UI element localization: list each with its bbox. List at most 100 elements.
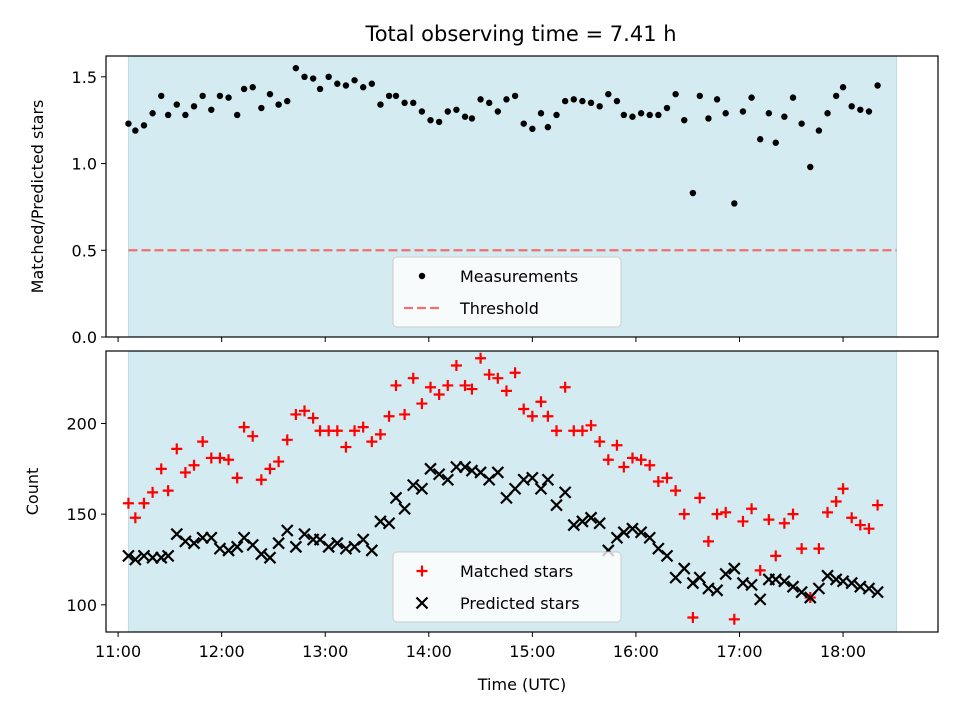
matched-star-point (238, 421, 250, 433)
measurement-point (587, 99, 595, 107)
measurement-point (561, 97, 569, 105)
measurement-point (646, 111, 653, 119)
measurement-point (781, 113, 788, 120)
measurement-point (696, 92, 703, 100)
matched-star-point (416, 398, 428, 410)
predicted-star-point (643, 531, 657, 545)
matched-star-point (830, 495, 842, 507)
predicted-star-point (558, 486, 572, 499)
matched-star-point (711, 508, 723, 520)
predicted-star-point (576, 515, 589, 528)
measurement-point (292, 64, 300, 72)
predicted-star-point (129, 553, 142, 566)
predicted-star-point (255, 547, 268, 561)
measurement-point (789, 94, 797, 101)
measurement-point (377, 101, 384, 108)
measurement-point (334, 80, 341, 87)
matched-star-point (357, 421, 369, 433)
matched-star-point (770, 550, 782, 562)
measurement-point (765, 110, 773, 117)
measurement-point (132, 127, 139, 134)
measurement-point (757, 136, 764, 143)
matched-star-point (273, 456, 285, 468)
matched-star-point (247, 430, 259, 442)
measurement-point (401, 99, 408, 107)
matched-star-point (475, 352, 487, 364)
measurement-point (208, 106, 215, 113)
measurement-point (748, 94, 755, 101)
predicted-star-point (161, 549, 175, 563)
measurement-point (629, 113, 636, 120)
predicted-star-point (871, 585, 884, 599)
matched-star-point (542, 410, 554, 422)
y-axis-label: Count (23, 468, 42, 516)
matched-star-point (188, 459, 200, 471)
measurement-point (309, 75, 317, 82)
measurement-point (620, 111, 628, 119)
matched-star-point (728, 613, 740, 625)
measurement-point (857, 106, 864, 113)
measurement-point (494, 108, 502, 115)
matched-star-point (787, 508, 799, 520)
matched-star-point (518, 403, 530, 415)
matched-star-point (162, 485, 174, 497)
matched-star-point (694, 492, 706, 504)
measurement-point (149, 110, 156, 117)
measurement-point (722, 110, 729, 117)
legend-label: Measurements (460, 267, 578, 286)
panel-1: 0.0 0.5 1.0 1.5 Matched/Predicted stars Measu… (28, 55, 939, 347)
predicted-star-point (441, 473, 455, 486)
matched-star-point (763, 514, 775, 526)
matched-star-point (255, 474, 267, 486)
series-matched-stars (122, 352, 884, 625)
measurement-point (453, 106, 460, 113)
measurement-point (173, 101, 180, 108)
matched-star-point (526, 410, 538, 422)
measurement-point (182, 111, 189, 119)
legend-measurement-swatch (418, 272, 426, 280)
legend-predicted-swatch (415, 596, 429, 610)
measurement-point (832, 92, 840, 100)
panel-2: 11:00 12:00 13:00 14:00 15:00 16:00 17:00 18:00… (23, 350, 939, 694)
x-tick-label: 13:00 (302, 642, 348, 661)
predicted-star-point (289, 540, 303, 554)
matched-star-point (837, 483, 849, 495)
measurement-point (798, 120, 805, 127)
matched-star-point (407, 372, 419, 384)
predicted-star-point (272, 536, 285, 550)
predicted-star-point (356, 533, 370, 546)
measurement-point (316, 85, 324, 93)
measurement-point (477, 96, 484, 103)
measurement-point (553, 111, 560, 119)
predicted-star-point (187, 536, 201, 550)
measurement-point (351, 77, 358, 84)
predicted-star-point (398, 502, 411, 516)
y-tick-label: 150 (66, 505, 97, 524)
predicted-star-point (322, 540, 335, 554)
matched-star-point (450, 360, 462, 372)
matched-star-point (349, 425, 361, 437)
predicted-star-point (382, 516, 396, 530)
measurement-point (713, 96, 721, 103)
legend-label: Threshold (459, 299, 539, 318)
matched-star-point (374, 428, 386, 440)
matched-star-point (290, 408, 302, 420)
predicted-star-point (331, 536, 344, 550)
measurement-point (529, 125, 536, 133)
measurement-point (258, 104, 265, 112)
predicted-star-point (365, 544, 379, 557)
matched-star-point (652, 476, 664, 488)
matched-star-point (822, 506, 834, 518)
measurement-point (158, 92, 165, 100)
predicted-star-point (778, 574, 791, 588)
matched-star-point (737, 515, 749, 527)
measurement-point (125, 120, 132, 127)
x-tick-label: 16:00 (613, 642, 659, 661)
matched-star-point (602, 454, 614, 466)
legend-box (392, 551, 622, 623)
measurement-point (537, 110, 545, 117)
measurement-point (233, 111, 241, 119)
measurement-point (772, 139, 779, 146)
measurement-point (637, 110, 645, 117)
predicted-star-point (298, 527, 311, 541)
